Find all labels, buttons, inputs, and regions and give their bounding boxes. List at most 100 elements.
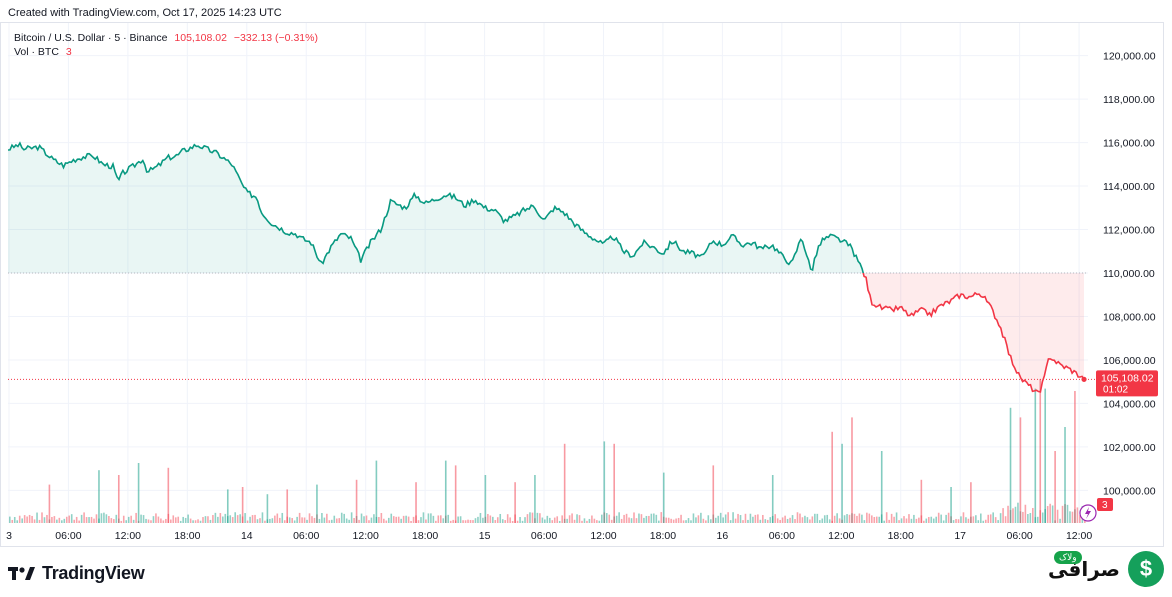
- volume-bar: [665, 517, 668, 523]
- x-tick-label: 18:00: [650, 530, 676, 542]
- volume-bar: [147, 519, 150, 523]
- x-tick-label: 06:00: [531, 530, 557, 542]
- volume-bar: [957, 519, 960, 523]
- volume-spike: [316, 484, 318, 523]
- volume-bar: [405, 515, 407, 523]
- volume-bar: [806, 517, 809, 523]
- legend-change: −332.13 (−0.31%): [233, 32, 318, 44]
- x-tick-label: 17: [954, 530, 966, 542]
- volume-bar: [509, 517, 511, 523]
- legend-symbol[interactable]: Bitcoin / U.S. Dollar · 5 · Binance: [14, 32, 168, 44]
- volume-bar: [425, 519, 427, 523]
- y-tick-label: 112,000.00: [1103, 225, 1155, 237]
- volume-bar: [667, 517, 670, 523]
- lightning-bolt-icon: [1085, 507, 1091, 519]
- volume-bar: [28, 514, 31, 523]
- volume-bar: [593, 518, 596, 523]
- volume-bar: [239, 514, 241, 523]
- volume-bar: [363, 516, 365, 523]
- volume-bar: [323, 517, 326, 523]
- brand-text: صرافی: [1048, 558, 1120, 581]
- volume-bar: [162, 520, 165, 523]
- volume-bar: [397, 516, 400, 523]
- volume-bar: [833, 515, 836, 523]
- price-badge: [1096, 370, 1158, 397]
- legend-volume-label[interactable]: Vol · BTC: [14, 46, 59, 58]
- volume-bar: [61, 520, 63, 523]
- volume-bar: [1024, 504, 1027, 523]
- volume-bar: [350, 512, 353, 523]
- volume-bar: [1029, 513, 1032, 523]
- volume-bar: [734, 518, 737, 523]
- volume-bar: [526, 514, 529, 523]
- volume-bar: [311, 516, 313, 523]
- volume-spike: [454, 465, 457, 523]
- volume-bar: [568, 515, 571, 523]
- volume-bar: [848, 514, 851, 523]
- volume-bar: [160, 518, 162, 523]
- volume-bar: [625, 513, 628, 523]
- brand-sub: ولاک: [1054, 551, 1082, 564]
- volume-bar: [885, 512, 888, 523]
- volume-bar: [700, 512, 702, 523]
- volume-bar: [474, 518, 477, 523]
- volume-bar: [732, 512, 734, 523]
- volume-bar: [890, 513, 893, 523]
- volume-bar: [883, 520, 885, 523]
- volume-bar: [764, 519, 767, 523]
- volume-bar: [410, 520, 412, 523]
- volume-spike: [241, 487, 244, 523]
- volume-bar: [135, 512, 137, 523]
- volume-bar: [43, 517, 46, 523]
- volume-bar: [244, 513, 246, 523]
- volume-bar: [1012, 508, 1014, 523]
- volume-spike: [970, 482, 972, 523]
- volume-bar: [122, 515, 125, 523]
- volume-bar: [172, 515, 175, 523]
- volume-bar: [942, 520, 945, 523]
- volume-bar: [836, 513, 838, 523]
- volume-bar: [586, 520, 588, 523]
- volume-bar: [58, 517, 61, 523]
- volume-bar: [449, 520, 452, 523]
- volume-bar: [46, 514, 48, 523]
- volume-spike: [1034, 388, 1037, 523]
- volume-bar: [796, 512, 799, 523]
- volume-bar: [157, 516, 160, 523]
- volume-bar: [199, 520, 202, 523]
- volume-bar: [177, 516, 180, 523]
- volume-bar: [608, 514, 611, 523]
- volume-bar: [757, 514, 759, 523]
- volume-bar: [395, 516, 398, 523]
- volume-bar: [222, 516, 224, 523]
- volume-bar: [578, 515, 581, 523]
- volume-bar: [281, 512, 284, 523]
- volume-spike: [563, 443, 566, 523]
- volume-spike: [603, 441, 606, 523]
- created-caption: Created with TradingView.com, Oct 17, 20…: [8, 7, 282, 19]
- volume-bar: [130, 515, 132, 523]
- volume-bar: [821, 518, 824, 523]
- volume-bar: [1036, 516, 1039, 523]
- volume-bar: [816, 513, 819, 523]
- volume-bar: [13, 517, 16, 523]
- volume-bar: [947, 512, 950, 523]
- y-tick-label: 102,000.00: [1103, 442, 1156, 454]
- volume-bar: [989, 514, 992, 523]
- volume-bar: [192, 520, 194, 523]
- volume-bar: [358, 519, 360, 523]
- volume-bar: [150, 520, 152, 523]
- volume-bar: [1076, 507, 1079, 523]
- volume-bar: [784, 515, 786, 523]
- volume-bar: [967, 518, 970, 523]
- volume-bar: [1027, 514, 1029, 523]
- x-tick-label: 18:00: [412, 530, 438, 542]
- volume-bar: [633, 512, 635, 523]
- volume-bar: [925, 518, 928, 523]
- volume-bar: [184, 517, 187, 523]
- volume-bar: [283, 520, 286, 523]
- volume-bar: [727, 512, 729, 523]
- volume-spike: [851, 417, 853, 523]
- last-price-dot: [1081, 376, 1087, 382]
